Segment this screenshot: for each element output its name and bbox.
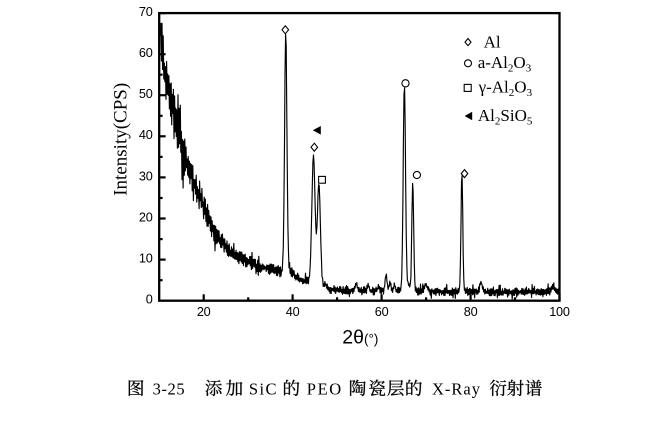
svg-text:20: 20 bbox=[139, 210, 153, 224]
svg-text:Al: Al bbox=[484, 32, 501, 51]
svg-text:γ-Al2O3: γ-Al2O3 bbox=[478, 78, 533, 100]
svg-text:100: 100 bbox=[549, 305, 570, 319]
svg-text:10: 10 bbox=[139, 252, 153, 266]
svg-text:30: 30 bbox=[139, 169, 153, 183]
svg-text:80: 80 bbox=[464, 305, 478, 319]
svg-text:X-Ray: X-Ray bbox=[432, 380, 481, 399]
svg-text:40: 40 bbox=[286, 305, 300, 319]
svg-text:70: 70 bbox=[139, 5, 153, 19]
svg-text:60: 60 bbox=[139, 46, 153, 60]
svg-text:a-Al2O3: a-Al2O3 bbox=[478, 53, 532, 75]
svg-text:50: 50 bbox=[139, 87, 153, 101]
svg-text:Intensity(CPS): Intensity(CPS) bbox=[111, 83, 132, 196]
svg-text:40: 40 bbox=[139, 128, 153, 142]
svg-text:3-25: 3-25 bbox=[153, 380, 186, 399]
svg-text:60: 60 bbox=[375, 305, 389, 319]
svg-text:PEO: PEO bbox=[307, 380, 343, 399]
svg-text:Al2SiO5: Al2SiO5 bbox=[478, 106, 533, 128]
svg-text:20: 20 bbox=[197, 305, 211, 319]
svg-text:SiC: SiC bbox=[249, 380, 278, 399]
svg-text:0: 0 bbox=[146, 293, 153, 307]
svg-text:2θ(°): 2θ(°) bbox=[342, 326, 378, 348]
